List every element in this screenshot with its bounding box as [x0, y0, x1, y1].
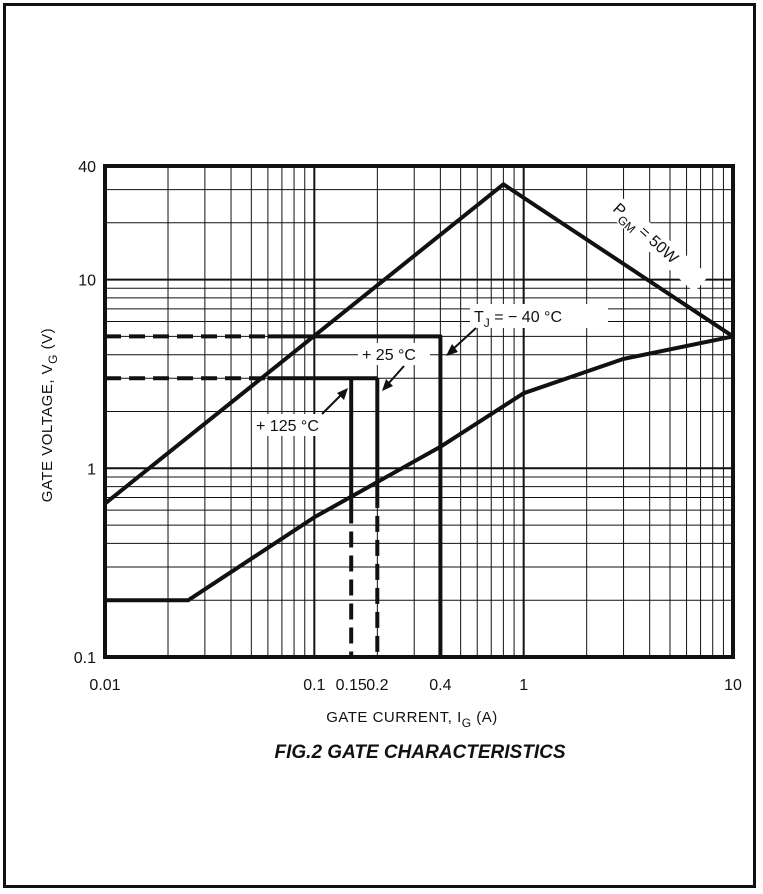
- series-upper: [103, 182, 735, 506]
- plot-border: [103, 164, 735, 659]
- y-axis-label: GATE VOLTAGE, VG (V): [39, 328, 60, 502]
- chart-title: FIG.2 GATE CHARACTERISTICS: [275, 742, 566, 763]
- tick-labels: 0.01 0.1 0.15 0.2 0.4 1 10 0.1 1 10 40: [74, 159, 742, 694]
- x-tick-label: 0.4: [429, 677, 451, 694]
- svg-text:TJ = − 40 °C: TJ = − 40 °C: [474, 309, 562, 330]
- x-tick-label: 0.01: [89, 677, 120, 694]
- x-tick-label: 0.15: [336, 677, 367, 694]
- tj-125-label: + 125 °C: [252, 388, 348, 436]
- x-tick-label: 0.2: [366, 677, 388, 694]
- x-tick-label: 10: [724, 677, 742, 694]
- tj-25-label: + 25 °C: [358, 343, 430, 391]
- y-tick-label: 0.1: [74, 650, 96, 667]
- series-tj_minus40: [267, 334, 443, 657]
- svg-text:+ 25 °C: + 25 °C: [362, 347, 416, 364]
- figure-frame: [3, 3, 756, 888]
- svg-text:+ 125 °C: + 125 °C: [256, 418, 319, 435]
- series-group: [103, 182, 735, 657]
- y-tick-label: 40: [78, 159, 96, 176]
- tj-minus40-label: TJ = − 40 °C: [446, 304, 608, 356]
- y-tick-label: 1: [87, 461, 96, 478]
- x-axis-label: GATE CURRENT, IG (A): [326, 709, 498, 730]
- x-tick-label: 0.1: [303, 677, 325, 694]
- y-tick-label: 10: [78, 273, 96, 290]
- x-tick-label: 1: [519, 677, 528, 694]
